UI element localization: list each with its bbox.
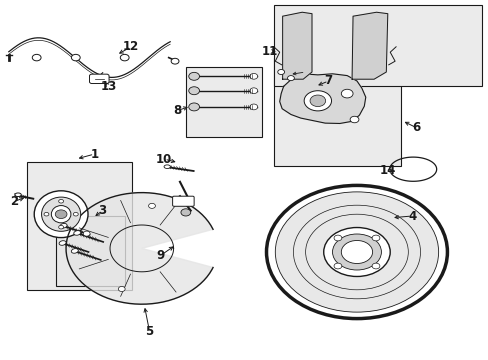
Text: 13: 13 (100, 80, 117, 93)
Text: 12: 12 (122, 40, 139, 53)
Circle shape (83, 231, 90, 236)
Circle shape (266, 185, 447, 319)
Circle shape (287, 76, 294, 81)
Ellipse shape (71, 249, 78, 253)
Text: 3: 3 (99, 204, 106, 217)
Ellipse shape (41, 197, 81, 231)
Circle shape (341, 240, 372, 264)
Ellipse shape (60, 224, 67, 228)
Circle shape (275, 192, 438, 312)
Circle shape (55, 210, 67, 219)
Polygon shape (66, 193, 213, 304)
Text: 11: 11 (261, 45, 278, 58)
Text: 9: 9 (156, 249, 164, 262)
Ellipse shape (163, 165, 170, 168)
Circle shape (371, 235, 379, 241)
Text: 10: 10 (156, 153, 172, 166)
Polygon shape (282, 12, 311, 79)
Circle shape (249, 104, 257, 110)
Bar (56, 216, 124, 286)
Text: 4: 4 (407, 210, 415, 222)
Circle shape (181, 209, 190, 216)
Ellipse shape (51, 206, 71, 223)
Ellipse shape (34, 191, 88, 238)
Circle shape (349, 116, 358, 123)
Circle shape (188, 87, 199, 95)
Text: 2: 2 (10, 195, 18, 208)
Circle shape (188, 72, 199, 80)
Circle shape (118, 287, 125, 292)
Text: 6: 6 (412, 121, 420, 134)
Circle shape (333, 263, 341, 269)
Bar (185, 67, 261, 137)
Circle shape (304, 91, 331, 111)
Circle shape (120, 54, 129, 61)
Circle shape (32, 54, 41, 61)
Circle shape (59, 199, 63, 203)
Circle shape (44, 212, 49, 216)
Bar (273, 5, 481, 86)
Text: 1: 1 (90, 148, 98, 161)
Text: 5: 5 (145, 325, 153, 338)
Circle shape (309, 95, 325, 107)
Ellipse shape (59, 241, 66, 245)
Circle shape (332, 234, 381, 270)
Ellipse shape (15, 193, 21, 197)
Circle shape (323, 228, 389, 276)
Ellipse shape (74, 231, 81, 235)
Circle shape (73, 212, 78, 216)
Text: 7: 7 (324, 75, 332, 87)
Circle shape (188, 103, 199, 111)
Circle shape (249, 88, 257, 94)
Circle shape (249, 73, 257, 79)
Text: 8: 8 (173, 104, 181, 117)
Bar (273, 58, 400, 166)
Bar (27, 162, 132, 290)
FancyBboxPatch shape (172, 196, 194, 206)
Circle shape (59, 225, 63, 229)
Circle shape (341, 89, 352, 98)
Circle shape (171, 58, 179, 64)
Polygon shape (351, 12, 387, 79)
Circle shape (71, 54, 80, 61)
FancyBboxPatch shape (89, 74, 109, 84)
Circle shape (277, 69, 284, 75)
Circle shape (333, 235, 341, 241)
Circle shape (371, 263, 379, 269)
Circle shape (148, 203, 155, 208)
Text: 14: 14 (379, 165, 395, 177)
Polygon shape (279, 74, 365, 123)
